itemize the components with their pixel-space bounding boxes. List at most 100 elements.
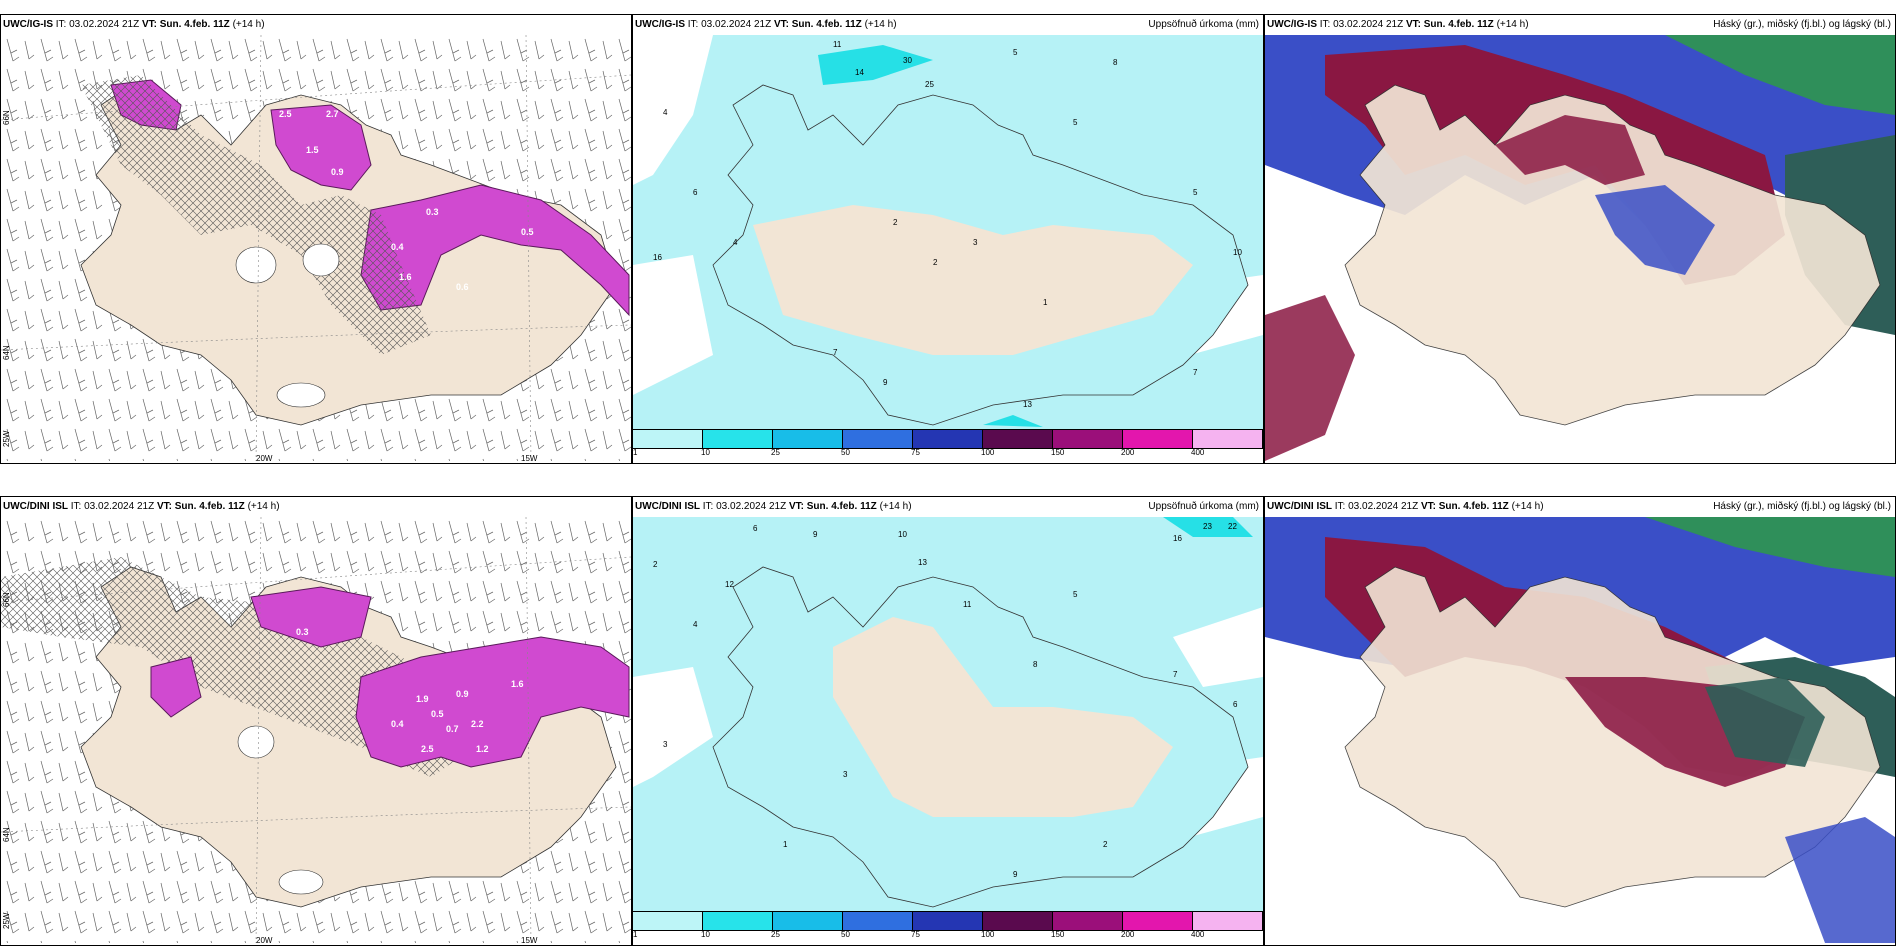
svg-text:13: 13	[918, 558, 927, 567]
svg-text:1.6: 1.6	[399, 272, 412, 282]
lon-label-20w: 20W	[256, 454, 273, 463]
cloud-map	[1265, 517, 1895, 943]
legend-ticks: 1 10 25 50 75 100 150 200 400	[633, 448, 1205, 457]
snow-area	[150, 656, 202, 718]
svg-text:4: 4	[693, 620, 698, 629]
svg-text:11: 11	[833, 40, 842, 49]
svg-text:9: 9	[883, 378, 888, 387]
precip-map: 11 30 14 25 5 8 6 4 2 1 5 16 5 10 2 3 7 …	[633, 35, 1263, 429]
svg-text:0.9: 0.9	[331, 167, 344, 177]
svg-text:7: 7	[833, 348, 838, 357]
svg-text:23: 23	[1203, 522, 1212, 531]
panel-title: UWC/IG-IS IT: 03.02.2024 21Z VT: Sun. 4.…	[1, 15, 631, 35]
svg-text:14: 14	[855, 68, 864, 77]
heavy-precip	[1163, 517, 1253, 537]
svg-text:6: 6	[693, 188, 698, 197]
snow-area	[355, 636, 630, 768]
snow-map: 1.9 0.9 0.5 2.2 1.6 0.4 1.2 2.5 0.7 0.3	[1, 517, 631, 943]
panel-snow-dini: UWC/DINI ISL IT: 03.02.2024 21Z VT: Sun.…	[0, 496, 632, 946]
precip-labels: 6 12 9 10 23 22 16 13 5 2 4 3 8 11 7 9 1…	[653, 522, 1238, 879]
snow-area	[270, 104, 372, 191]
svg-text:0.3: 0.3	[296, 627, 309, 637]
cloud-mid	[1785, 817, 1895, 943]
panel-title: UWC/DINI ISL IT: 03.02.2024 21Z VT: Sun.…	[1265, 497, 1895, 517]
iceland-land	[1344, 84, 1881, 426]
svg-text:7: 7	[1193, 368, 1198, 377]
snow-labels: 2.5 2.7 1.5 0.9 0.3 0.4 0.5 1.6 0.6	[279, 109, 534, 292]
svg-text:8: 8	[1113, 58, 1118, 67]
svg-text:30: 30	[903, 56, 912, 65]
panel-title: UWC/IG-IS IT: 03.02.2024 21Z VT: Sun. 4.…	[1265, 15, 1895, 35]
svg-text:3: 3	[843, 770, 848, 779]
graticule	[1, 517, 631, 943]
iceland-land	[1344, 566, 1881, 908]
heavy-precip	[818, 45, 933, 85]
precip-legend: 1 10 25 50 75 100 150 200 400	[633, 429, 1263, 463]
svg-text:0.4: 0.4	[391, 719, 404, 729]
svg-text:22: 22	[1228, 522, 1237, 531]
svg-text:0.5: 0.5	[521, 227, 534, 237]
dry-area	[753, 205, 1193, 355]
lon-label-20w: 20W	[256, 936, 273, 945]
panel-title: UWC/IG-IS IT: 03.02.2024 21Z VT: Sun. 4.…	[633, 15, 1263, 35]
precip-legend: 1 10 25 50 75 100 150 200 400	[633, 911, 1263, 945]
svg-text:7: 7	[1173, 670, 1178, 679]
panel-precip-dini: UWC/DINI ISL IT: 03.02.2024 21Z VT: Sun.…	[632, 496, 1264, 946]
dry-area	[833, 617, 1173, 817]
svg-text:0.4: 0.4	[391, 242, 404, 252]
svg-text:2.2: 2.2	[471, 719, 484, 729]
lat-label-64n: 64N	[2, 827, 11, 842]
svg-text:5: 5	[1193, 188, 1198, 197]
graticule	[1, 35, 631, 461]
lat-label-25w: 25W	[2, 430, 11, 447]
svg-text:2.5: 2.5	[421, 744, 434, 754]
lon-label-15w: 15W	[521, 454, 538, 463]
lat-label-66n: 66N	[2, 592, 11, 607]
svg-text:11: 11	[963, 600, 972, 609]
panel-cloud-dini: UWC/DINI ISL IT: 03.02.2024 21Z VT: Sun.…	[1264, 496, 1896, 946]
lakes	[235, 243, 340, 408]
svg-text:10: 10	[898, 530, 907, 539]
svg-text:0.7: 0.7	[446, 724, 459, 734]
svg-text:8: 8	[1033, 660, 1038, 669]
svg-text:2: 2	[653, 560, 658, 569]
svg-text:1: 1	[783, 840, 788, 849]
snow-area	[250, 586, 372, 648]
cloud-high	[1665, 35, 1895, 115]
precip-map: 6 12 9 10 23 22 16 13 5 2 4 3 8 11 7 9 1…	[633, 517, 1263, 911]
svg-text:2.5: 2.5	[279, 109, 292, 119]
cloud-high	[1645, 517, 1895, 577]
svg-text:4: 4	[663, 108, 668, 117]
svg-text:6: 6	[753, 524, 758, 533]
panel-cloud-igis: UWC/IG-IS IT: 03.02.2024 21Z VT: Sun. 4.…	[1264, 14, 1896, 464]
lat-label-25w: 25W	[2, 912, 11, 929]
lon-label-15w: 15W	[521, 936, 538, 945]
svg-text:3: 3	[973, 238, 978, 247]
snow-labels: 1.9 0.9 0.5 2.2 1.6 0.4 1.2 2.5 0.7 0.3	[296, 627, 524, 754]
svg-text:2: 2	[893, 218, 898, 227]
svg-text:13: 13	[1023, 400, 1032, 409]
svg-text:2: 2	[1103, 840, 1108, 849]
legend-ticks: 1 10 25 50 75 100 150 200 400	[633, 930, 1205, 939]
svg-text:25: 25	[925, 80, 934, 89]
svg-text:1.6: 1.6	[511, 679, 524, 689]
svg-text:4: 4	[733, 238, 738, 247]
svg-text:0.9: 0.9	[456, 689, 469, 699]
svg-text:1.5: 1.5	[306, 145, 319, 155]
cloud-map	[1265, 35, 1895, 461]
svg-text:1: 1	[1043, 298, 1048, 307]
panel-title: UWC/DINI ISL IT: 03.02.2024 21Z VT: Sun.…	[633, 497, 1263, 517]
panel-snow-igis: UWC/IG-IS IT: 03.02.2024 21Z VT: Sun. 4.…	[0, 14, 632, 464]
cloud-low	[1495, 115, 1645, 185]
svg-text:2: 2	[933, 258, 938, 267]
svg-text:5: 5	[1073, 118, 1078, 127]
cloud-mid	[1595, 185, 1715, 275]
svg-text:9: 9	[813, 530, 818, 539]
svg-text:12: 12	[725, 580, 734, 589]
svg-text:6: 6	[1233, 700, 1238, 709]
svg-text:1.2: 1.2	[476, 744, 489, 754]
svg-text:9: 9	[1013, 870, 1018, 879]
svg-text:5: 5	[1073, 590, 1078, 599]
svg-text:0.6: 0.6	[456, 282, 469, 292]
hatch-area	[81, 75, 431, 355]
